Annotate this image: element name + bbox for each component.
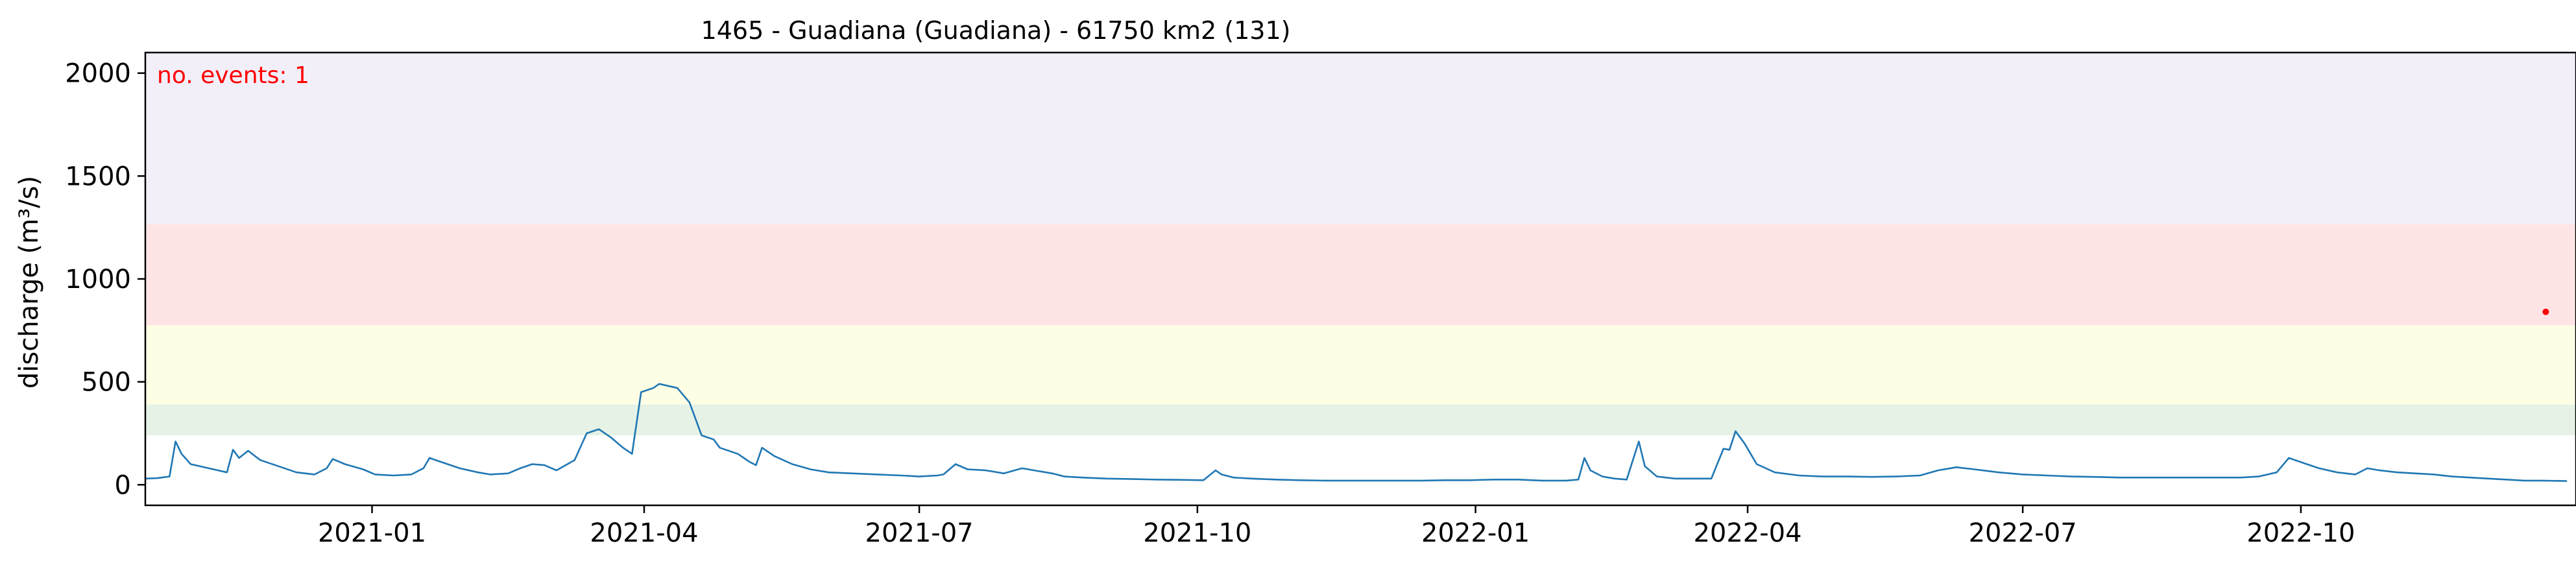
events-annotation: no. events: 1 xyxy=(157,62,309,89)
x-tick-label-2021-10: 2021-10 xyxy=(1143,518,1251,548)
y-tick-label-500: 500 xyxy=(82,368,131,398)
x-tick-label-2022-04: 2022-04 xyxy=(1693,518,1801,548)
x-tick-label-2021-01: 2021-01 xyxy=(318,518,426,548)
y-tick-label-1000: 1000 xyxy=(65,265,131,295)
y-axis-ticks: 0 500 1000 1500 2000 xyxy=(65,59,145,500)
x-axis-ticks: 2021-01 2021-04 2021-07 2021-10 2022-01 2022-… xyxy=(318,505,2355,548)
series-line-0 xyxy=(145,383,2568,482)
y-axis-label: discharge (m³/s) xyxy=(14,176,44,389)
threshold-band-0 xyxy=(145,404,2576,436)
y-tick-label-2000: 2000 xyxy=(65,59,131,89)
y-tick-label-0: 0 xyxy=(115,470,131,500)
event-point xyxy=(2542,308,2549,315)
threshold-band-2 xyxy=(145,224,2576,326)
x-tick-label-2021-04: 2021-04 xyxy=(590,518,698,548)
threshold-bands xyxy=(145,53,2576,436)
series-lines xyxy=(145,383,2568,482)
plot-frame xyxy=(144,51,2576,507)
x-tick-label-2021-07: 2021-07 xyxy=(865,518,974,548)
x-tick-label-2022-10: 2022-10 xyxy=(2246,518,2355,548)
chart-title: 1465 - Guadiana (Guadiana) - 61750 km2 (… xyxy=(701,16,1291,45)
y-tick-label-1500: 1500 xyxy=(65,162,131,191)
x-tick-label-2022-07: 2022-07 xyxy=(1969,518,2077,548)
threshold-band-3 xyxy=(145,53,2576,224)
event-markers xyxy=(2542,308,2549,315)
threshold-band-1 xyxy=(145,325,2576,405)
x-tick-label-2022-01: 2022-01 xyxy=(1421,518,1530,548)
